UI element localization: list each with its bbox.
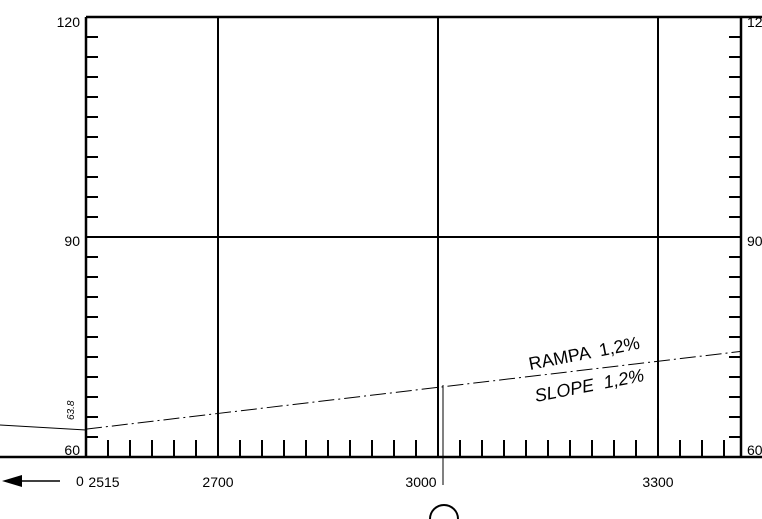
y-right-label-mid: 90 <box>747 233 762 249</box>
origin-label: 0 <box>76 473 84 489</box>
x-label-2515: 2515 <box>88 474 119 490</box>
slope-line <box>85 350 742 430</box>
grid-frame <box>0 15 762 459</box>
elevation-label: 63.8 <box>66 400 77 420</box>
y-left-label-top: 120 <box>57 14 81 30</box>
station-circle-marker <box>429 504 459 519</box>
origin-arrow-icon <box>2 475 60 487</box>
y-left-label-bottom: 60 <box>64 442 80 458</box>
slope-label-english: SLOPE 1,2% <box>533 365 646 406</box>
y-left-label-mid: 90 <box>64 233 80 249</box>
x-label-3300: 3300 <box>642 474 673 490</box>
y-right-label-bottom: 60 <box>747 442 762 458</box>
axis-ticks <box>86 36 741 457</box>
x-label-2700: 2700 <box>202 474 233 490</box>
terrain-line <box>0 424 87 431</box>
x-label-3000: 3000 <box>405 474 436 490</box>
y-right-label-top: 120 <box>747 14 762 30</box>
